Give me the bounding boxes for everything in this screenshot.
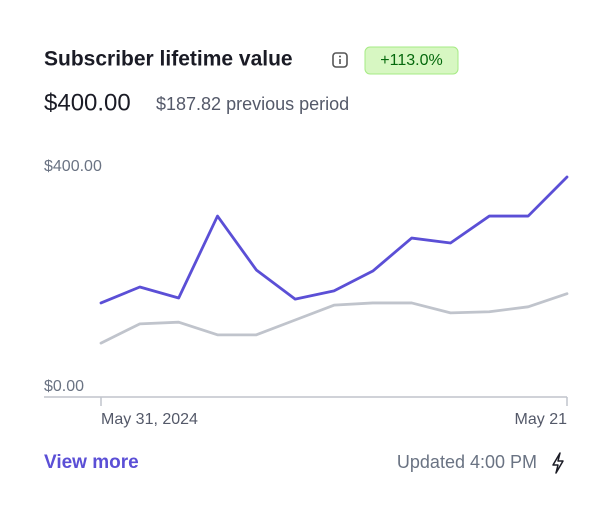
x-tick-label: May 31, 2024 [101, 411, 198, 428]
badge-text: +113.0% [380, 52, 442, 69]
plot: $0.00 $400.00 May 31, 2024 May 21 [44, 158, 569, 428]
x-tick-label: May 21 [515, 411, 568, 428]
current-value: $400.00 [44, 89, 131, 116]
bolt-icon [552, 452, 564, 474]
info-icon[interactable] [332, 52, 348, 68]
info-box [332, 52, 348, 68]
y-tick-label: $0.00 [44, 378, 84, 395]
info-dot [339, 55, 341, 58]
card-title: Subscriber lifetime value [44, 48, 293, 71]
view-more-link[interactable]: View more [44, 452, 139, 473]
y-tick-label: $400.00 [44, 158, 102, 175]
series-line [99, 175, 569, 305]
updated-text: Updated 4:00 PM [397, 452, 537, 472]
previous-value: $187.82 previous period [156, 94, 349, 114]
series-line [99, 292, 569, 345]
badge [364, 46, 459, 75]
